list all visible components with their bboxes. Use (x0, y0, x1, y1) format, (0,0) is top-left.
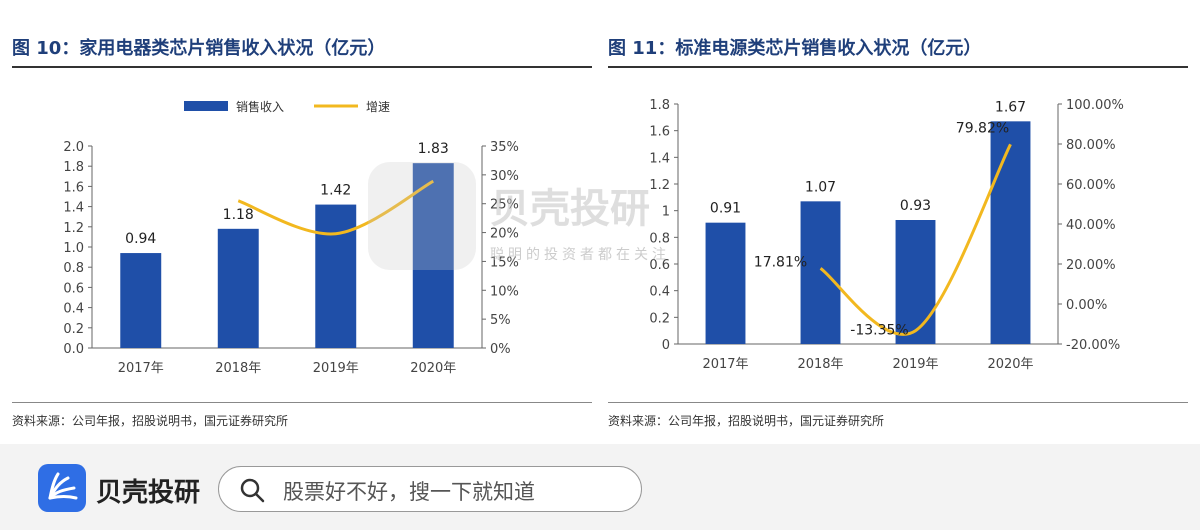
left-chart-left-tick-label: 0.8 (63, 261, 84, 276)
left-source: 资料来源：公司年报，招股说明书，国元证券研究所 (12, 414, 289, 428)
right-chart-line-data-label: 79.82% (956, 120, 1009, 136)
right-chart-bar (705, 222, 746, 344)
right-chart-right-tick-label: 60.00% (1066, 178, 1116, 193)
right-title-rule (608, 66, 1188, 68)
left-chart-legend-bar-swatch (184, 101, 228, 111)
brand-logo-icon[interactable] (38, 464, 86, 512)
left-chart-left-tick-label: 1.6 (63, 180, 84, 195)
left-chart-bar-data-label: 0.94 (125, 231, 156, 247)
right-chart-left-tick-label: 0.6 (649, 258, 670, 273)
left-chart-right-tick-label: 0% (490, 342, 511, 357)
left-chart-right-tick-label: 10% (490, 284, 519, 299)
left-chart-category-label: 2017年 (118, 361, 164, 376)
left-chart-bar-data-label: 1.42 (320, 183, 351, 199)
right-chart-left-tick-label: 0.8 (649, 231, 670, 246)
left-chart-growth-line (237, 179, 434, 236)
right-chart-line-data-label: -13.35% (850, 323, 908, 339)
left-chart-bar-data-label: 1.18 (223, 207, 254, 223)
right-figure-title: 图 11：标准电源类芯片销售收入状况（亿元） (608, 38, 982, 59)
right-chart-left-tick-label: 1.8 (649, 98, 670, 113)
right-chart-growth-line (819, 143, 1012, 336)
left-chart-right-tick-label: 30% (490, 169, 519, 184)
right-chart-right-tick-label: 0.00% (1066, 298, 1107, 313)
right-chart-left-tick-label: 0.2 (649, 311, 670, 326)
left-chart-left-tick-label: 0.0 (63, 342, 84, 357)
left-chart-left-tick-label: 0.6 (63, 281, 84, 296)
right-chart-right-tick-label: 100.00% (1066, 98, 1124, 113)
right-chart-right-tick-label: 80.00% (1066, 138, 1116, 153)
left-chart-left-tick-label: 0.4 (63, 302, 84, 317)
right-chart-bar (895, 220, 936, 344)
left-chart-category-label: 2020年 (410, 361, 456, 376)
right-chart-bar-data-label: 1.07 (805, 179, 836, 195)
left-chart-right-tick-label: 35% (490, 140, 519, 155)
left-chart-bar (315, 204, 357, 348)
right-chart-left-tick-label: 0 (662, 338, 670, 353)
right-chart-left-tick-label: 0.4 (649, 285, 670, 300)
right-chart-bar-data-label: 0.91 (710, 201, 741, 217)
watermark-logo (368, 162, 476, 270)
right-chart-bar-data-label: 1.67 (995, 99, 1026, 115)
right-chart-category-label: 2018年 (797, 357, 843, 372)
right-figure: 图 11：标准电源类芯片销售收入状况（亿元） 0 0.2 0.4 0.6 0.8 1 1.2… (608, 0, 1188, 440)
right-chart-bar (990, 121, 1031, 344)
left-chart-legend-label: 增速 (366, 100, 390, 114)
right-chart-bar-data-label: 0.93 (900, 198, 931, 214)
left-chart-right-tick-label: 25% (490, 198, 519, 213)
left-figure-title: 图 10：家用电器类芯片销售收入状况（亿元） (12, 38, 386, 59)
left-chart-category-label: 2019年 (313, 361, 359, 376)
brand-name[interactable]: 贝壳投研 (96, 478, 201, 508)
watermark-brand: 贝壳投研 (490, 186, 650, 232)
right-chart-left-tick-label: 1.4 (649, 151, 670, 166)
right-chart-left-tick-label: 1.6 (649, 125, 670, 140)
left-chart-legend-label: 销售收入 (236, 99, 284, 114)
left-chart-bar (412, 163, 454, 348)
left-chart-right-tick-label: 5% (490, 313, 511, 328)
right-chart-line-data-label: 17.81% (754, 254, 807, 270)
right-chart-left-tick-label: 1.2 (649, 178, 670, 193)
left-chart: 0.0 0.2 0.4 0.6 0.8 1.0 1.2 1.4 1.6 1.8 2.0 0% 5% 10%… (63, 99, 519, 376)
right-chart-bar (800, 201, 841, 344)
left-chart-right-tick-label: 15% (490, 255, 519, 270)
right-chart-category-label: 2017年 (702, 357, 748, 372)
right-chart-category-label: 2019年 (892, 357, 938, 372)
left-chart-left-tick-label: 0.2 (63, 322, 84, 337)
left-source-rule (12, 402, 592, 403)
left-chart-left-tick-label: 1.2 (63, 221, 84, 236)
search-icon[interactable] (239, 477, 265, 503)
left-chart-right-tick-label: 20% (490, 227, 519, 242)
right-chart-right-tick-label: 40.00% (1066, 218, 1116, 233)
right-chart-right-tick-label: 20.00% (1066, 258, 1116, 273)
left-figure: 图 10：家用电器类芯片销售收入状况（亿元） 0.0 0.2 0.4 0.6 0.8 1.… (12, 0, 592, 440)
right-source: 资料来源：公司年报，招股说明书，国元证券研究所 (608, 414, 885, 428)
left-chart-bar (217, 228, 259, 348)
right-chart: 0 0.2 0.4 0.6 0.8 1 1.2 1.4 1.6 1.8 -20.00% 0.00% 20… (649, 98, 1124, 372)
footer-bar: 贝壳投研 股票好不好，搜一下就知道 (0, 444, 1200, 530)
search-placeholder[interactable]: 股票好不好，搜一下就知道 (283, 480, 535, 504)
left-chart-left-tick-label: 1.4 (63, 201, 84, 216)
left-title-rule (12, 66, 592, 68)
left-chart-bar (120, 253, 162, 348)
left-chart-left-tick-label: 1.0 (63, 241, 84, 256)
search-bar[interactable]: 股票好不好，搜一下就知道 (218, 466, 642, 512)
right-chart-category-label: 2020年 (987, 357, 1033, 372)
right-chart-right-tick-label: -20.00% (1066, 338, 1120, 353)
right-source-rule (608, 402, 1188, 403)
right-chart-left-tick-label: 1 (662, 205, 670, 220)
left-chart-left-tick-label: 2.0 (63, 140, 84, 155)
left-chart-bar-data-label: 1.83 (418, 141, 449, 157)
watermark-slogan: 聪明的投资者都在关注 (490, 247, 670, 263)
left-chart-left-tick-label: 1.8 (63, 160, 84, 175)
left-chart-category-label: 2018年 (215, 361, 261, 376)
